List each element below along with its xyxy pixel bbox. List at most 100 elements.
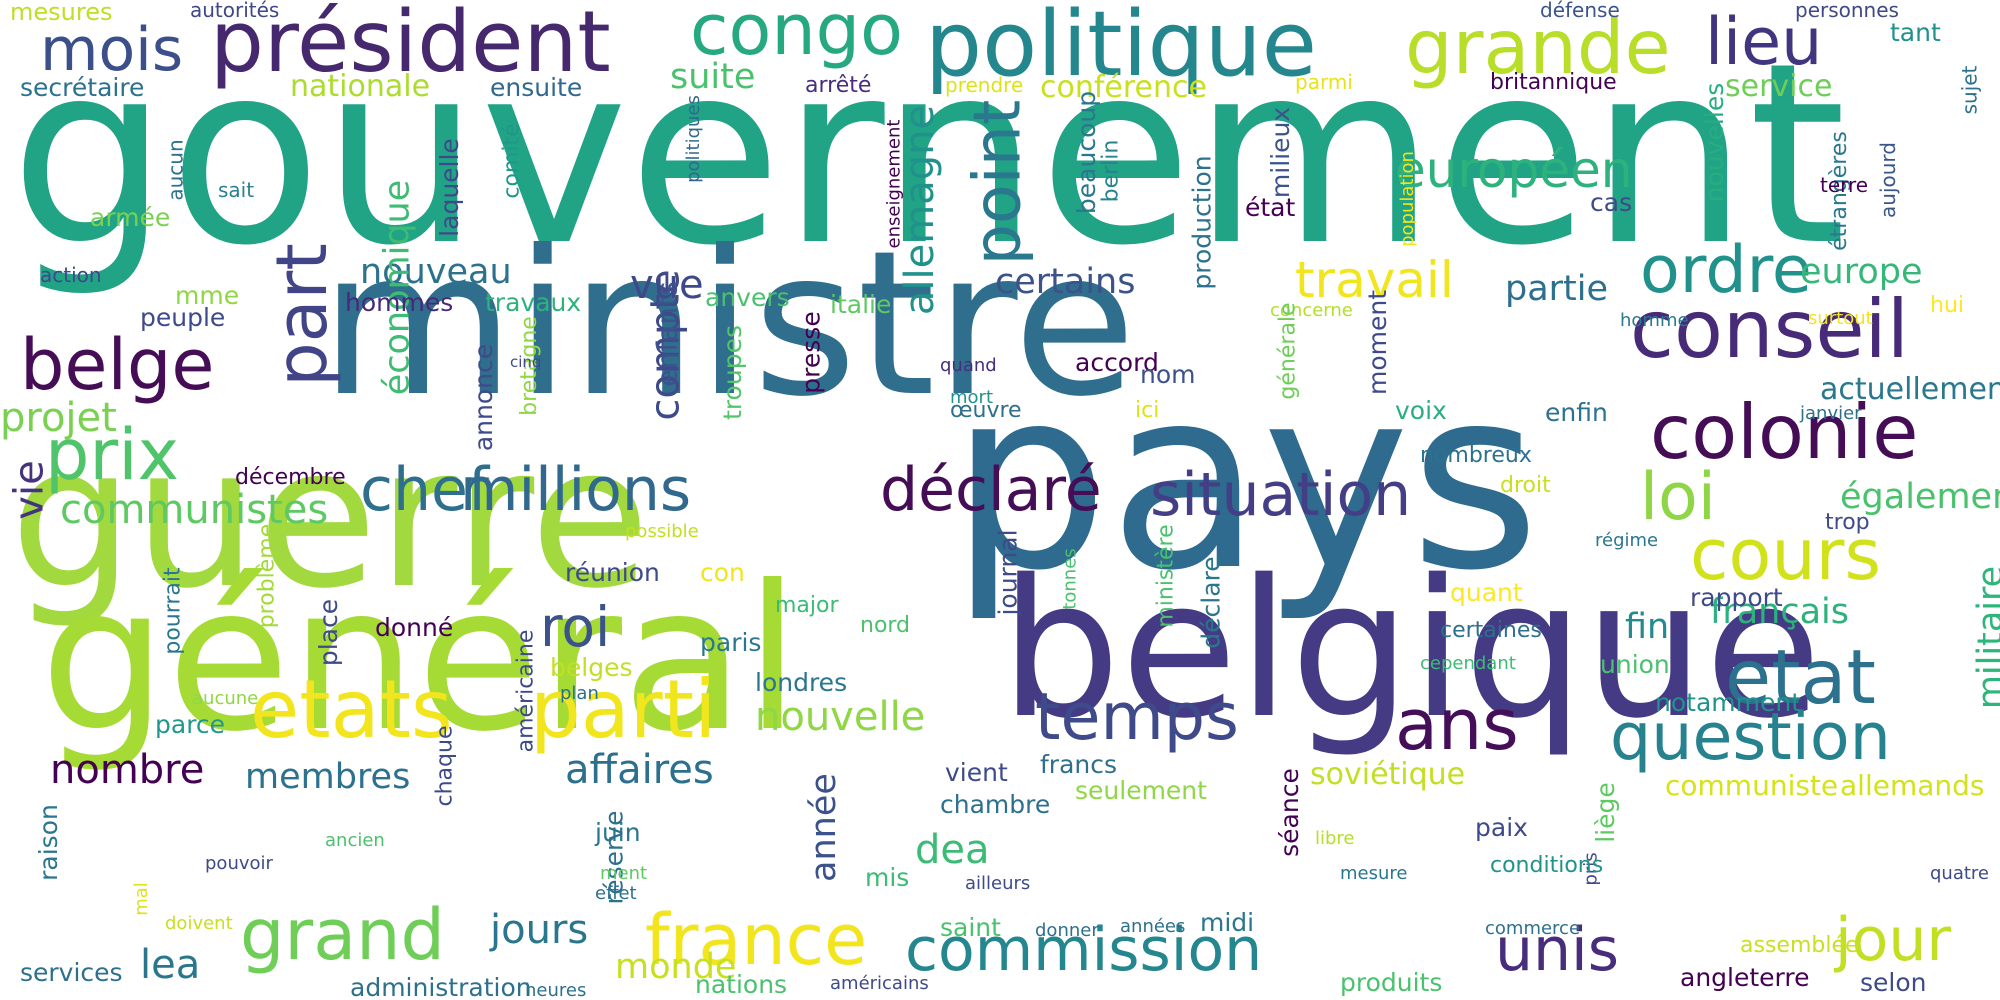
word-cloud-term: services (20, 958, 123, 987)
word-cloud-term: nations (695, 970, 788, 999)
word-cloud-term: défense (1540, 0, 1620, 22)
word-cloud-term: paix (1475, 813, 1528, 842)
word-cloud-term: britannique (1490, 70, 1617, 95)
word-cloud-term: pays (950, 334, 1541, 625)
word-cloud-term: chef (360, 455, 490, 525)
word-cloud-term: actuellement (1820, 372, 2000, 407)
word-cloud-term: mal (130, 882, 152, 916)
word-cloud-term: année (803, 773, 844, 882)
word-cloud-term: roi (540, 595, 611, 659)
word-cloud-term: pouvoir (205, 853, 273, 874)
word-cloud-term: belge (20, 324, 215, 406)
word-cloud-term: nom (1140, 360, 1196, 389)
word-cloud-term: raison (33, 804, 63, 881)
word-cloud-term: annonce (469, 343, 499, 452)
word-cloud-term: journal (993, 529, 1023, 616)
word-cloud-term: ment (600, 863, 648, 884)
word-cloud-term: communistes (60, 487, 329, 533)
word-cloud-term: lea (140, 942, 201, 988)
word-cloud-term: commission (905, 915, 1263, 985)
word-cloud-term: grande (1405, 3, 1671, 91)
word-cloud-term: italie (830, 290, 892, 319)
word-cloud-term: ministre (320, 208, 1137, 441)
word-cloud-term: notamment (1655, 688, 1801, 717)
word-cloud-term: beaucoup (1072, 90, 1102, 215)
word-cloud-term: œuvre (950, 398, 1022, 423)
word-cloud-term: parce (155, 710, 226, 739)
word-cloud-term: colonie (1650, 388, 1919, 476)
word-cloud-term: presse (796, 311, 826, 394)
word-cloud-term: unis (1495, 915, 1619, 985)
word-cloud-term: général (40, 543, 801, 776)
word-cloud-term: président (210, 0, 611, 92)
word-cloud-term: membres (245, 757, 411, 797)
word-cloud-term: travail (1295, 251, 1454, 309)
word-cloud-term: libre (1315, 828, 1355, 849)
word-cloud-term: paris (700, 628, 762, 657)
word-cloud-term: américains (830, 973, 929, 994)
word-cloud-term: tonnes (1059, 548, 1081, 610)
word-cloud-term: commerce (1485, 918, 1581, 939)
word-cloud-term: donner (1035, 920, 1099, 941)
word-cloud-term: fin (1625, 607, 1670, 647)
word-cloud-term: etats (250, 663, 453, 756)
word-cloud-term: américaine (513, 629, 539, 753)
word-cloud-term: anvers (705, 283, 790, 312)
word-cloud-term: nouvelles (1700, 82, 1730, 203)
word-cloud-term: doivent (165, 913, 233, 934)
word-cloud-term: jours (490, 907, 589, 953)
word-cloud-term: générale (1275, 302, 1301, 400)
word-cloud-term: population (1396, 151, 1418, 247)
word-cloud-term: produits (1340, 968, 1443, 997)
word-cloud-term: dea (915, 827, 990, 873)
word-cloud-term: ailleurs (965, 873, 1031, 894)
word-cloud-term: union (1600, 650, 1670, 679)
word-cloud-term: question (1610, 700, 1891, 775)
word-cloud-term: aucun (163, 139, 188, 201)
word-cloud-term: monde (615, 947, 737, 987)
word-cloud-term: mesure (1340, 863, 1408, 884)
word-cloud-term: angleterre (1680, 963, 1810, 992)
word-cloud-term: belges (550, 653, 633, 682)
word-cloud-term: nombre (50, 747, 205, 793)
word-cloud-term: trop (1825, 510, 1870, 535)
word-cloud-term: allemagne (897, 104, 944, 316)
word-cloud-term: mesures (10, 0, 113, 26)
word-cloud-term: mis (865, 863, 910, 892)
word-cloud-term: saint (940, 913, 1001, 942)
word-cloud-term: possible (625, 521, 699, 542)
word-cloud-term: rapport (1690, 583, 1783, 612)
word-cloud-term: réunion (565, 558, 660, 587)
word-cloud-term: milieux (1266, 106, 1296, 199)
word-cloud-term: armée (90, 203, 171, 232)
word-cloud-term: londres (755, 668, 848, 697)
word-cloud-term: temps (1035, 680, 1239, 755)
word-cloud-term: accord (1075, 348, 1159, 377)
word-cloud-term: cas (1590, 188, 1633, 217)
word-cloud-term: français (1710, 592, 1849, 632)
word-cloud-term: midi (1200, 908, 1255, 937)
word-cloud-term: politiques (682, 95, 704, 183)
word-cloud-term: tant (1890, 18, 1941, 47)
word-cloud-term: arrêté (805, 73, 872, 98)
word-cloud-term: sait (218, 178, 255, 202)
word-cloud-term: service (1725, 69, 1833, 104)
word-cloud-term: parmi (1295, 70, 1353, 94)
word-cloud-term: également (1840, 477, 2000, 517)
word-cloud-term: nouvelle (755, 694, 926, 740)
word-cloud-term: place (314, 598, 344, 667)
word-cloud-term: enfin (1545, 398, 1608, 427)
word-cloud-term: années (1120, 916, 1186, 937)
word-cloud-term: congo (690, 0, 903, 71)
word-cloud-term: vient (945, 758, 1008, 787)
word-cloud-term: ministère (1153, 524, 1179, 628)
word-cloud-term: moment (1363, 289, 1393, 396)
word-cloud-term: cinq (510, 353, 542, 371)
word-cloud-term: autorités (190, 0, 280, 22)
word-cloud-term: régime (1595, 530, 1659, 551)
word-cloud-term: politique (925, 0, 1318, 97)
word-cloud-term: ici (1135, 398, 1160, 423)
word-cloud-term: terre (1820, 173, 1869, 197)
word-cloud-term: quand (940, 355, 997, 376)
